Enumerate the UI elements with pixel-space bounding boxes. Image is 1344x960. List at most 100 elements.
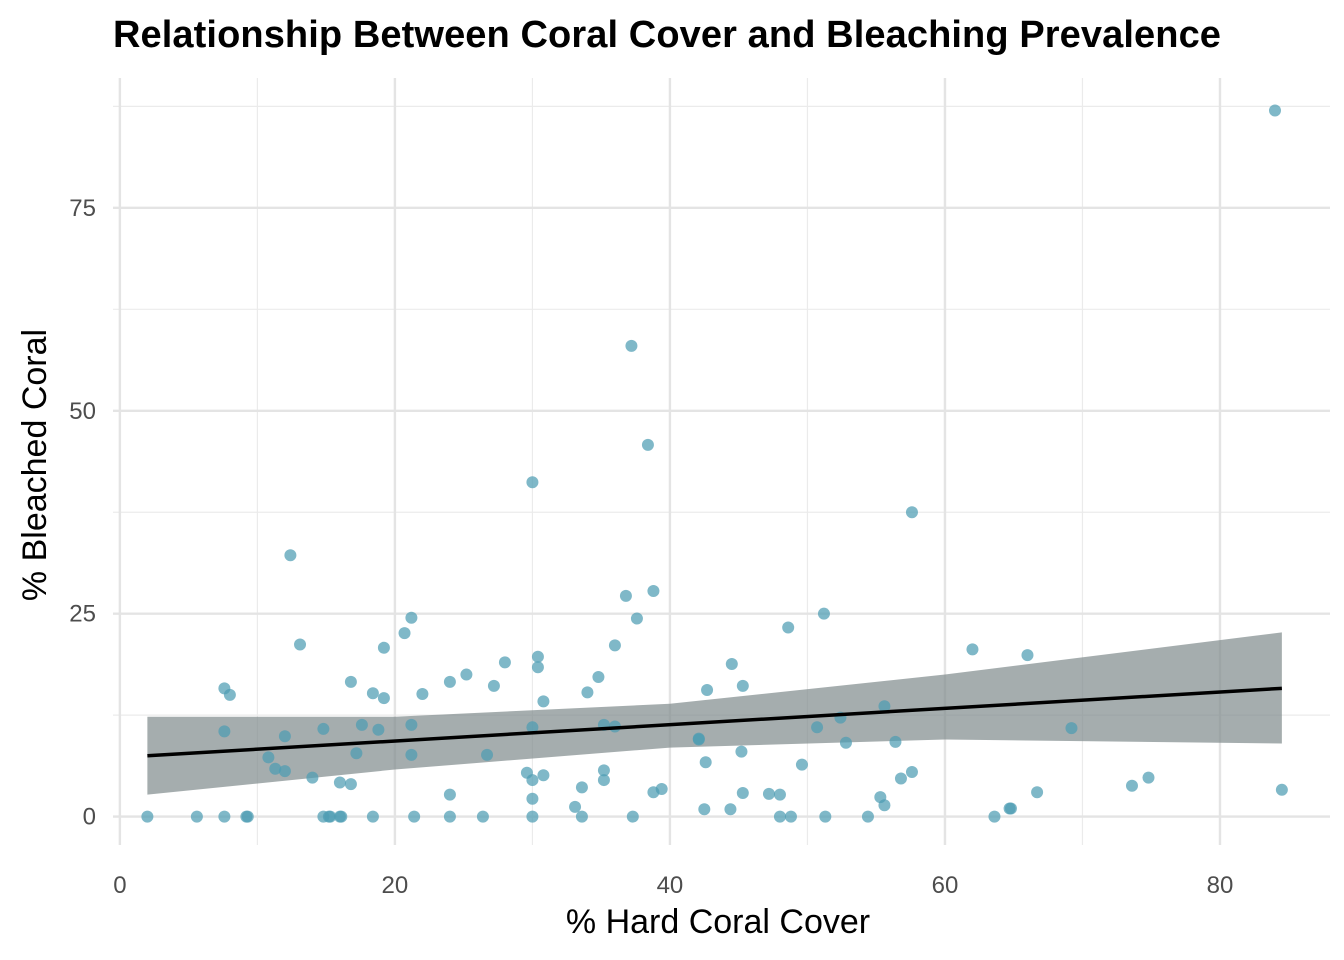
data-point: [735, 745, 748, 758]
data-point: [481, 748, 494, 761]
data-point: [782, 621, 795, 634]
data-point: [531, 661, 544, 674]
data-point: [894, 772, 907, 785]
data-point: [537, 695, 550, 708]
data-point: [335, 810, 348, 823]
x-tick-label: 20: [382, 872, 409, 899]
x-tick-label: 40: [657, 872, 684, 899]
data-point: [218, 810, 231, 823]
data-point: [141, 810, 154, 823]
data-point: [526, 476, 539, 489]
data-point: [905, 506, 918, 519]
data-point: [526, 774, 539, 787]
data-point: [526, 810, 539, 823]
data-point: [736, 787, 749, 800]
y-tick-label: 75: [69, 195, 96, 222]
data-point: [241, 810, 254, 823]
data-point: [592, 670, 605, 683]
chart-title: Relationship Between Coral Cover and Ble…: [113, 14, 1222, 56]
data-point: [284, 549, 297, 562]
y-axis-title: % Bleached Coral: [16, 329, 54, 601]
data-point: [377, 641, 390, 654]
data-point: [773, 788, 786, 801]
y-tick-label: 25: [69, 601, 96, 628]
data-point: [811, 721, 824, 734]
data-point: [784, 810, 797, 823]
data-point: [223, 688, 236, 701]
data-point: [905, 765, 918, 778]
data-point: [218, 725, 231, 738]
data-point: [366, 687, 379, 700]
data-point: [306, 771, 319, 784]
data-point: [630, 612, 643, 625]
data-point: [460, 668, 473, 681]
x-tick-label: 0: [113, 872, 126, 899]
data-point: [773, 810, 786, 823]
data-point: [641, 438, 654, 451]
data-point: [819, 810, 832, 823]
minor-gridlines: [113, 78, 1330, 845]
data-point: [839, 736, 852, 749]
data-point: [262, 751, 275, 764]
data-point: [762, 787, 775, 800]
data-point: [377, 692, 390, 705]
data-point: [487, 679, 500, 692]
x-tick-label: 60: [932, 872, 959, 899]
data-point: [1142, 771, 1155, 784]
data-point: [1031, 786, 1044, 799]
data-point: [1003, 802, 1016, 815]
data-point: [736, 679, 749, 692]
x-tick-labels: 0 20 40 60 80: [113, 872, 1233, 899]
data-point: [531, 650, 544, 663]
data-point: [278, 730, 291, 743]
data-point: [988, 810, 1001, 823]
data-point: [575, 781, 588, 794]
data-point: [647, 584, 660, 597]
trend-line-layer: [147, 686, 1282, 758]
data-point: [1125, 779, 1138, 792]
data-point: [405, 748, 418, 761]
data-point: [366, 810, 379, 823]
data-point: [398, 627, 411, 640]
y-tick-label: 0: [83, 804, 96, 831]
data-point: [597, 774, 610, 787]
data-point: [878, 700, 891, 713]
y-tick-labels: 0 25 50 75: [69, 195, 96, 831]
data-point: [344, 675, 357, 688]
data-point: [405, 718, 418, 731]
data-point: [1021, 649, 1034, 662]
y-tick-label: 50: [69, 398, 96, 425]
data-point: [597, 764, 610, 777]
data-point: [625, 339, 638, 352]
data-point: [817, 607, 830, 620]
data-point: [889, 735, 902, 748]
data-point: [476, 810, 489, 823]
data-point: [966, 643, 979, 656]
data-point: [647, 786, 660, 799]
data-point: [699, 756, 712, 769]
data-point: [344, 778, 357, 791]
data-point: [333, 776, 346, 789]
data-point: [190, 810, 203, 823]
data-point: [878, 799, 891, 812]
data-point: [443, 788, 456, 801]
data-point: [372, 723, 385, 736]
data-point: [294, 638, 307, 651]
data-point: [1268, 104, 1281, 117]
data-point: [626, 810, 639, 823]
data-point: [408, 810, 421, 823]
data-point: [619, 589, 632, 602]
data-point: [317, 722, 330, 735]
data-point: [498, 656, 511, 669]
data-point: [724, 803, 737, 816]
data-point: [608, 639, 621, 652]
data-points-layer: [141, 104, 1288, 823]
data-point: [569, 800, 582, 813]
data-point: [1275, 783, 1288, 796]
data-point: [324, 810, 337, 823]
data-point: [526, 721, 539, 734]
data-point: [443, 675, 456, 688]
data-point: [698, 803, 711, 816]
data-point: [443, 810, 456, 823]
